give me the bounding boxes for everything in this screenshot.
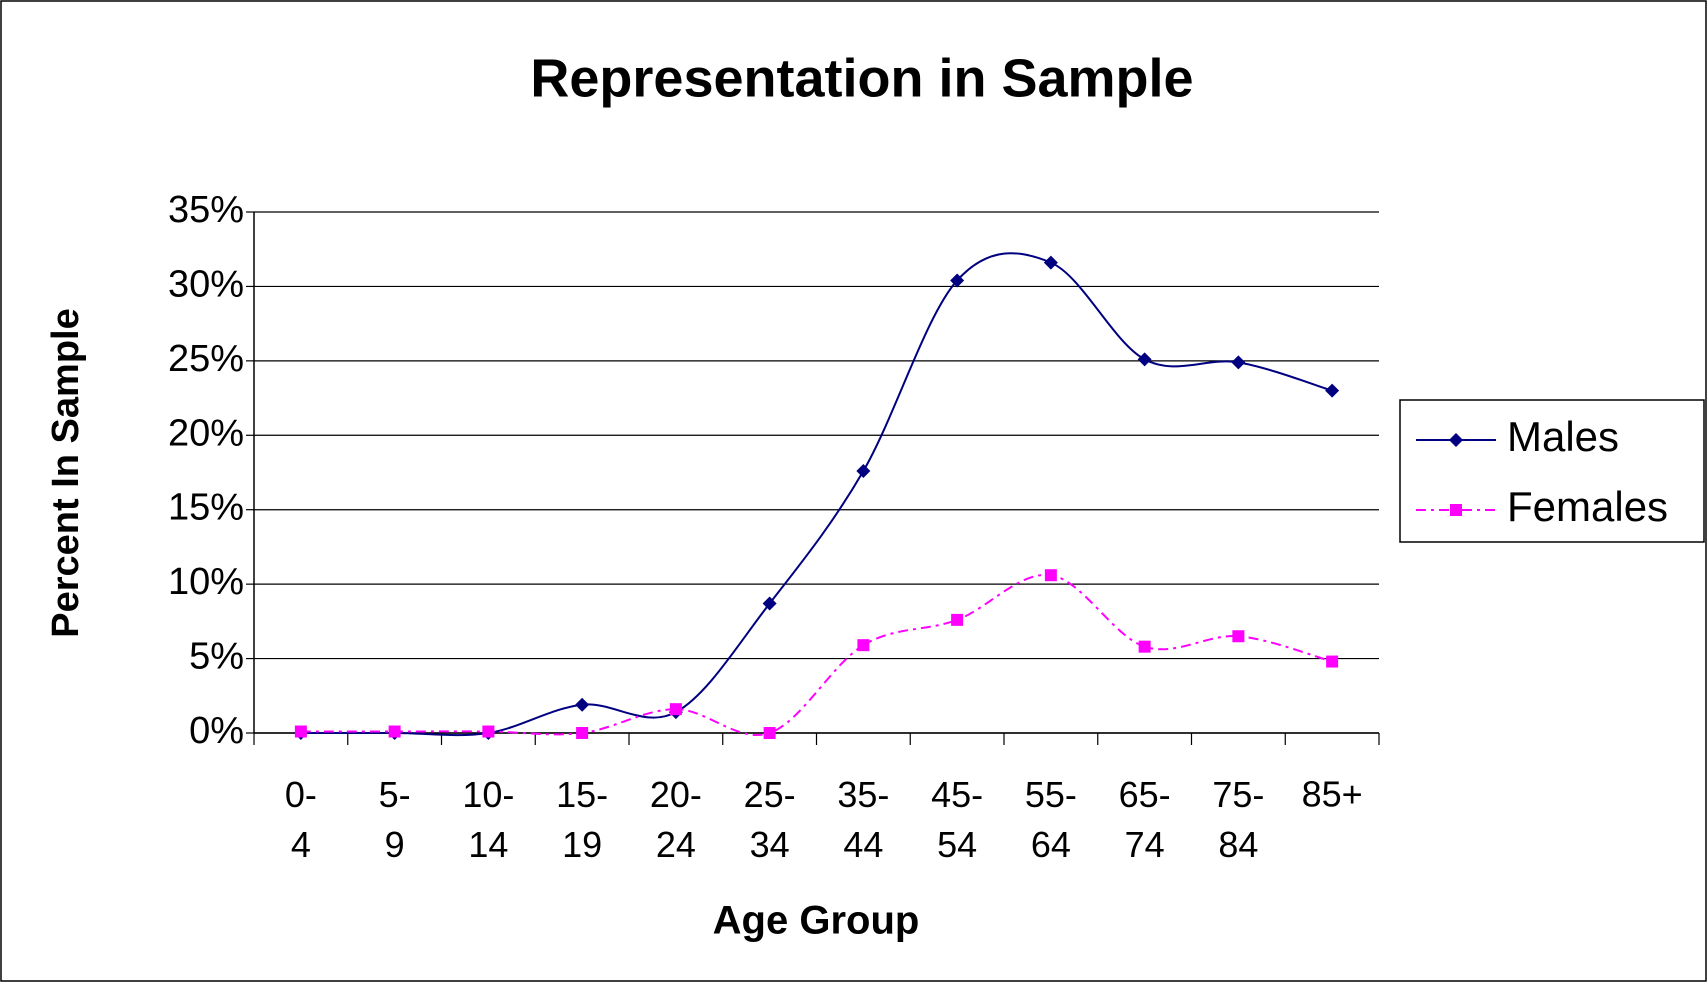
legend-label: Males <box>1507 413 1619 460</box>
x-tick-label: 85+ <box>1302 774 1363 815</box>
marker <box>762 596 777 611</box>
y-tick-label: 35% <box>168 189 244 231</box>
x-tick-label: 15-19 <box>556 774 608 865</box>
marker <box>294 725 307 738</box>
legend-box <box>1399 399 1705 543</box>
chart-title: Representation in Sample <box>530 48 1193 108</box>
legend-marker <box>1449 433 1463 447</box>
marker <box>1325 383 1340 398</box>
x-tick-label: 0-4 <box>285 774 317 865</box>
marker <box>1326 655 1339 668</box>
y-tick-label: 15% <box>168 487 244 529</box>
marker <box>1137 352 1152 367</box>
x-tick-label: 25-34 <box>744 774 796 865</box>
legend-label: Females <box>1507 483 1668 530</box>
marker <box>1231 355 1246 370</box>
marker <box>950 273 965 288</box>
x-tick-label: 55-64 <box>1025 774 1077 865</box>
marker <box>669 703 682 716</box>
y-tick-label: 25% <box>168 338 244 380</box>
x-tick-label: 35-44 <box>837 774 889 865</box>
marker <box>1232 630 1245 643</box>
marker <box>1138 640 1151 653</box>
y-tick-label: 5% <box>189 636 244 678</box>
x-tick-label: 20-24 <box>650 774 702 865</box>
y-axis-label: Percent In Sample <box>45 308 87 637</box>
marker <box>856 464 871 479</box>
x-tick-label: 10-14 <box>462 774 514 865</box>
x-tick-label: 75-84 <box>1212 774 1264 865</box>
y-tick-label: 0% <box>189 710 244 752</box>
marker <box>576 727 589 739</box>
x-tick-label: 65-74 <box>1119 774 1171 865</box>
marker <box>1043 255 1058 270</box>
marker <box>1044 569 1057 582</box>
y-tick-label: 20% <box>168 412 244 454</box>
marker <box>951 613 964 626</box>
x-axis-label: Age Group <box>713 899 920 943</box>
y-tick-label: 10% <box>168 561 244 603</box>
x-tick-label: 45-54 <box>931 774 983 865</box>
legend-marker <box>1450 504 1462 516</box>
marker <box>763 727 776 739</box>
marker <box>575 697 590 712</box>
marker <box>388 725 401 738</box>
y-tick-label: 30% <box>168 263 244 305</box>
x-tick-label: 5-9 <box>379 774 411 865</box>
marker <box>857 639 870 652</box>
marker <box>482 725 495 738</box>
